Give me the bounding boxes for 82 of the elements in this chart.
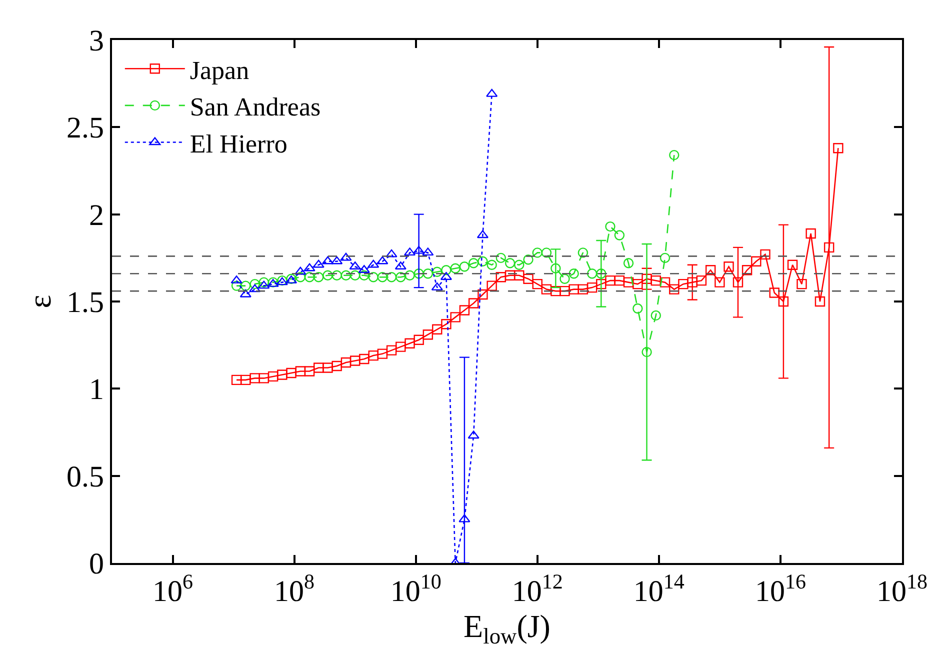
point <box>368 260 380 268</box>
point <box>541 248 552 258</box>
point <box>258 280 270 289</box>
point <box>386 272 397 282</box>
point <box>669 150 680 160</box>
point <box>304 263 316 272</box>
point <box>441 265 452 276</box>
point <box>586 268 598 279</box>
y-tick-label: 3 <box>89 24 104 58</box>
point <box>422 268 434 279</box>
point <box>514 260 524 270</box>
point <box>386 249 398 258</box>
point <box>523 254 534 265</box>
point <box>322 270 333 280</box>
point <box>230 275 242 284</box>
point <box>250 278 260 290</box>
point <box>532 248 542 258</box>
point <box>650 310 661 321</box>
y-tick-label: 0 <box>89 548 104 580</box>
point <box>642 346 652 358</box>
point <box>249 284 261 292</box>
point <box>596 268 606 279</box>
point <box>550 263 561 274</box>
point <box>368 272 378 282</box>
point <box>478 256 488 266</box>
legend-label: El Hierro <box>190 129 288 158</box>
point <box>258 277 269 288</box>
y-tick-label: 0.5 <box>66 460 104 494</box>
point <box>404 270 415 280</box>
x-tick-label: 10$^{18}$ <box>876 569 928 608</box>
point <box>468 258 479 268</box>
point <box>377 272 388 282</box>
x-tick-label: 10$^{16}$ <box>754 569 806 608</box>
y-tick-label: 1 <box>89 373 104 406</box>
x-axis-title: E$_{low}$(J) <box>464 608 550 649</box>
point <box>632 303 643 314</box>
point <box>340 252 352 261</box>
point <box>231 280 242 291</box>
y-tick-label: 2.5 <box>66 112 104 145</box>
point <box>414 268 424 279</box>
point <box>312 260 324 268</box>
point <box>350 270 360 280</box>
point <box>332 270 342 280</box>
y-tick-label: 2 <box>89 198 104 232</box>
x-tick-label: 10$^{6}$ <box>152 569 194 608</box>
point <box>450 263 460 274</box>
point <box>660 252 670 264</box>
point <box>376 256 388 264</box>
x-tick-label: 10$^{10}$ <box>390 569 442 608</box>
point <box>304 272 315 282</box>
point <box>496 252 506 264</box>
point <box>568 268 579 279</box>
point <box>560 274 570 284</box>
point <box>359 270 370 280</box>
point <box>504 258 516 268</box>
point <box>295 272 306 282</box>
point <box>459 262 470 272</box>
point <box>605 221 616 232</box>
y-axis-title: ε <box>21 294 58 308</box>
legend-label: Japan <box>190 56 250 85</box>
point <box>396 272 406 282</box>
point <box>294 266 306 275</box>
x-tick-label: 10$^{8}$ <box>274 569 315 608</box>
x-tick-label: 10$^{14}$ <box>633 569 685 608</box>
point <box>431 282 443 290</box>
point <box>614 230 625 240</box>
point <box>314 272 324 282</box>
point <box>486 260 497 270</box>
legend-label: San Andreas <box>190 92 321 122</box>
x-tick-label: 10$^{12}$ <box>512 569 563 608</box>
point <box>458 514 470 522</box>
point <box>240 289 252 298</box>
point <box>468 430 480 439</box>
point <box>578 248 588 258</box>
point <box>240 280 251 291</box>
point <box>340 270 352 280</box>
point <box>432 266 442 277</box>
point <box>623 258 634 268</box>
y-tick-label: 1.5 <box>66 286 104 319</box>
point <box>422 248 434 256</box>
point <box>413 246 425 254</box>
point <box>331 256 343 264</box>
